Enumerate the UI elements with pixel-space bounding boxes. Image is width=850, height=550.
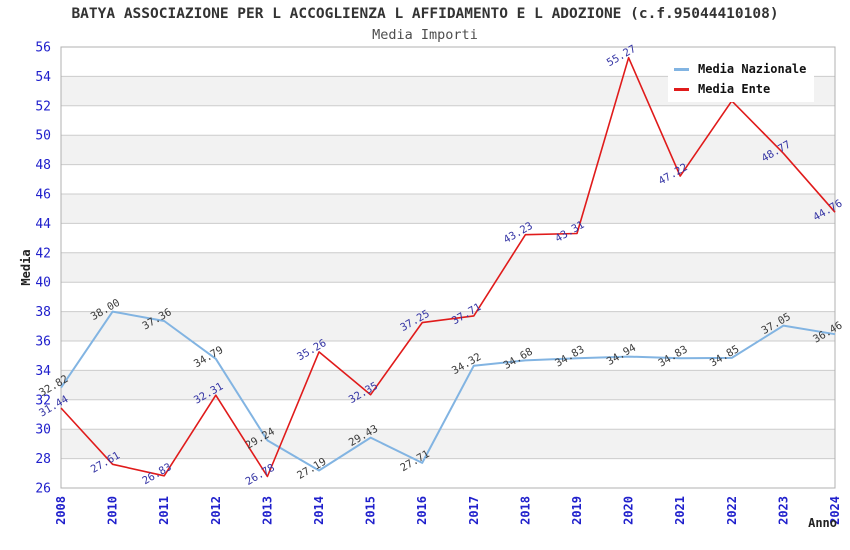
y-tick-label: 30 bbox=[35, 423, 51, 438]
x-tick-label: 2018 bbox=[518, 496, 532, 525]
y-tick-label: 52 bbox=[35, 99, 51, 114]
x-tick-label: 2023 bbox=[776, 496, 790, 525]
x-tick-label: 2024 bbox=[828, 496, 842, 525]
y-tick-label: 34 bbox=[35, 364, 51, 379]
x-axis-title: Anno bbox=[808, 516, 837, 530]
y-tick-label: 46 bbox=[35, 188, 51, 203]
y-tick-label: 36 bbox=[35, 335, 51, 350]
y-tick-label: 44 bbox=[35, 217, 51, 232]
plot-band bbox=[61, 135, 835, 165]
y-tick-label: 38 bbox=[35, 305, 51, 320]
y-tick-label: 40 bbox=[35, 276, 51, 291]
y-tick-label: 50 bbox=[35, 129, 51, 144]
y-tick-label: 56 bbox=[35, 41, 51, 56]
x-tick-label: 2013 bbox=[260, 496, 274, 525]
y-tick-label: 28 bbox=[35, 452, 51, 467]
chart-title: BATYA ASSOCIAZIONE PER L ACCOGLIENZA L A… bbox=[71, 6, 779, 22]
series-line-media-ente bbox=[60, 56, 836, 478]
value-label: 34.68 bbox=[502, 346, 535, 372]
legend-item-media-nazionale: Media Nazionale bbox=[674, 62, 814, 76]
chart-subtitle: Media Importi bbox=[372, 27, 478, 43]
legend-item-media-ente: Media Ente bbox=[674, 82, 814, 96]
legend-swatch-nazionale-icon bbox=[674, 67, 689, 71]
value-label: 34.83 bbox=[553, 343, 586, 369]
legend: Media Nazionale Media Ente bbox=[668, 56, 814, 102]
x-tick-label: 2017 bbox=[467, 496, 481, 525]
y-tick-label: 26 bbox=[35, 482, 51, 497]
value-label: 34.83 bbox=[656, 343, 689, 369]
plot-band bbox=[61, 311, 835, 341]
x-tick-label: 2011 bbox=[157, 496, 171, 525]
x-tick-label: 2016 bbox=[415, 496, 429, 525]
y-tick-label: 32 bbox=[35, 393, 51, 408]
plot-band bbox=[61, 252, 835, 283]
value-label: 34.94 bbox=[605, 342, 638, 368]
x-tick-label: 2012 bbox=[209, 496, 223, 525]
x-tick-label: 2020 bbox=[622, 496, 636, 525]
legend-label-media-nazionale: Media Nazionale bbox=[698, 62, 807, 76]
value-label: 26.83 bbox=[140, 461, 173, 487]
x-tick-label: 2022 bbox=[725, 496, 739, 525]
y-tick-label: 48 bbox=[35, 158, 51, 173]
x-tick-label: 2010 bbox=[106, 496, 120, 525]
value-label: 34.85 bbox=[708, 343, 741, 369]
legend-swatch-ente-icon bbox=[674, 87, 689, 91]
legend-label-media-ente: Media Ente bbox=[698, 82, 771, 96]
y-tick-label: 54 bbox=[35, 70, 51, 85]
plot-band bbox=[61, 370, 835, 400]
plot-band bbox=[61, 194, 835, 224]
series-line-media-nazionale bbox=[60, 310, 836, 472]
y-tick-label: 42 bbox=[35, 246, 51, 261]
x-tick-label: 2019 bbox=[570, 496, 584, 525]
y-axis-title: Media bbox=[19, 249, 33, 285]
x-tick-label: 2021 bbox=[673, 496, 687, 525]
value-label: 47.22 bbox=[656, 161, 689, 187]
x-tick-label: 2008 bbox=[54, 496, 68, 525]
x-tick-label: 2014 bbox=[312, 496, 326, 525]
x-tick-label: 2015 bbox=[364, 496, 378, 525]
plot-border bbox=[60, 46, 836, 489]
